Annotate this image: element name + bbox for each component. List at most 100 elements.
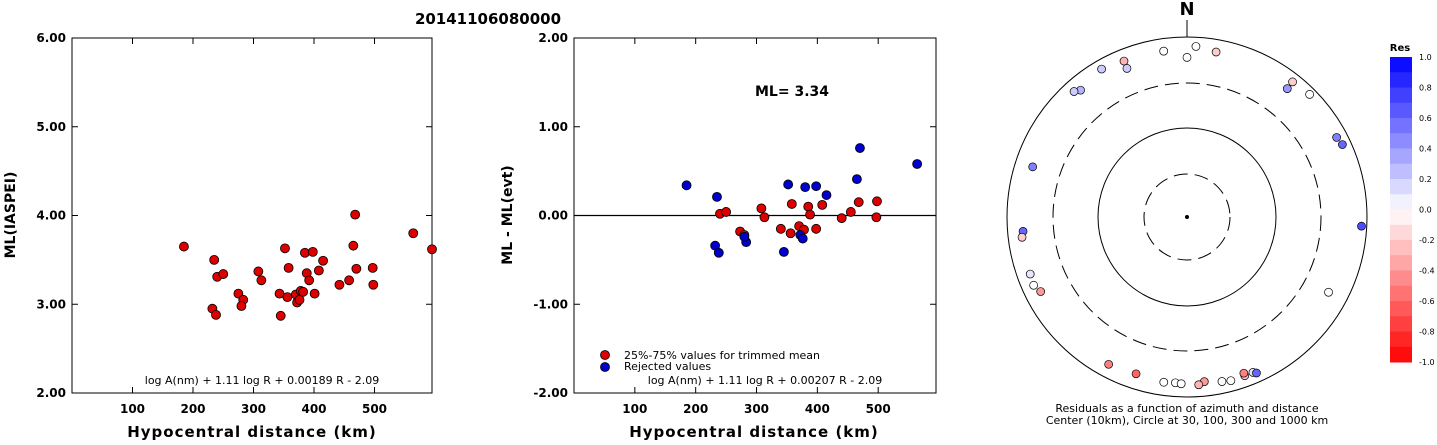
x-tick-label: 300 <box>744 402 769 416</box>
x-axis-label: Hypocentral distance (km) <box>629 423 879 441</box>
station-marker <box>1028 162 1038 172</box>
colorbar-swatch <box>1390 285 1412 302</box>
y-tick-label: 4.00 <box>36 209 66 223</box>
ring-100km <box>1097 127 1277 307</box>
center-dot <box>1185 215 1189 219</box>
data-point <box>309 288 320 299</box>
data-point <box>211 309 221 320</box>
y-axis-label: ML(IASPEI) <box>3 172 19 259</box>
x-tick-label: 500 <box>362 402 387 416</box>
ml-residual-panel: ML - ML(evt) Hypocentral distance (km) M… <box>500 31 937 441</box>
station-marker <box>1332 133 1341 142</box>
colorbar-swatch <box>1390 102 1412 119</box>
y-tick-label: 6.00 <box>36 31 66 45</box>
y-axis-label: ML - ML(evt) <box>500 165 516 264</box>
station-marker <box>1194 380 1204 390</box>
station-marker <box>1226 376 1236 386</box>
data-point <box>368 279 379 290</box>
station-marker <box>1357 221 1366 231</box>
data-point <box>344 275 355 286</box>
x-tick-label: 100 <box>120 402 145 416</box>
data-point <box>256 275 267 286</box>
data-point <box>852 174 862 185</box>
station-marker <box>1131 369 1141 379</box>
colorbar-swatch <box>1390 316 1412 332</box>
data-point <box>275 310 286 321</box>
station-marker <box>1239 368 1249 378</box>
station-marker <box>1069 87 1079 96</box>
station-marker <box>1097 64 1106 74</box>
legend-label-rejected: Rejected values <box>624 360 711 373</box>
station-marker <box>1252 368 1261 378</box>
station-marker <box>1305 90 1314 99</box>
station-marker <box>1025 269 1035 279</box>
data-point <box>298 286 309 297</box>
colorbar-label: 0.6 <box>1419 114 1432 123</box>
station-marker <box>1159 377 1169 387</box>
data-point <box>209 254 220 265</box>
colorbar-swatch <box>1390 163 1412 180</box>
residual-colorbar: Res 1.0 0.8 0.6 0.4 0.2 0.0 -0.2 -0.4 -0.6 -0.8 -1… <box>1390 43 1435 367</box>
data-point <box>307 246 318 257</box>
station-marker <box>1104 359 1114 369</box>
colorbar-label: 0.8 <box>1419 84 1432 93</box>
data-point <box>817 199 828 210</box>
x-tick-label: 400 <box>805 402 830 416</box>
colorbar-swatch <box>1390 179 1412 195</box>
station-marker <box>1288 77 1297 87</box>
legend-marker-trimmed <box>600 350 610 360</box>
y-tick-label: 5.00 <box>36 120 66 134</box>
colorbar-label: -0.2 <box>1419 236 1435 245</box>
station-marker <box>1176 379 1186 389</box>
data-point <box>712 191 722 202</box>
y-tick-label: -2.00 <box>533 386 568 400</box>
colorbar-title: Res <box>1390 43 1410 54</box>
ml-annotation: ML= 3.34 <box>755 84 829 100</box>
station-marker <box>1017 232 1027 242</box>
y-tick-label: 2.00 <box>538 31 568 45</box>
station-marker <box>1029 280 1039 290</box>
colorbar-swatch <box>1390 87 1412 104</box>
data-point <box>783 179 794 190</box>
ml-iaspei-panel: ML(IASPEI) Hypocentral distance (km) log… <box>3 31 437 441</box>
data-point <box>756 203 767 214</box>
data-point <box>786 199 797 209</box>
ring-1000km <box>1006 36 1368 398</box>
colorbar-label: -0.6 <box>1419 297 1435 306</box>
x-tick-label: 300 <box>241 402 266 416</box>
station-marker <box>1122 64 1132 73</box>
data-point <box>871 212 882 223</box>
data-point <box>367 262 378 273</box>
data-point <box>282 292 293 303</box>
data-point <box>811 223 822 234</box>
data-point <box>681 180 692 191</box>
data-point <box>855 143 865 153</box>
data-point <box>800 182 811 193</box>
x-tick-label: 500 <box>866 402 891 416</box>
station-marker <box>1119 56 1129 66</box>
x-tick-label: 200 <box>683 402 708 416</box>
colorbar-label: 1.0 <box>1419 53 1432 62</box>
station-marker <box>1282 84 1292 93</box>
y-tick-label: 3.00 <box>36 297 66 311</box>
colorbar-swatch <box>1390 331 1412 348</box>
data-point <box>253 266 264 277</box>
y-tick-label: -1.00 <box>533 297 568 311</box>
series-points <box>681 143 923 258</box>
x-tick-label: 100 <box>622 402 647 416</box>
caption-line-2: Center (10km), Circle at 30, 100, 300 an… <box>1046 414 1328 427</box>
ring-300km <box>1052 82 1322 352</box>
y-tick-label: 0.00 <box>538 209 568 223</box>
data-point <box>348 240 359 251</box>
x-tick-label: 200 <box>180 402 205 416</box>
data-point <box>334 279 345 290</box>
colorbar-swatch <box>1390 148 1412 165</box>
station-marker <box>1324 287 1333 297</box>
data-point <box>785 228 796 239</box>
data-point <box>775 223 786 234</box>
colorbar-label: -1.0 <box>1419 358 1435 367</box>
data-point <box>218 269 229 279</box>
colorbar-label: 0.0 <box>1419 206 1432 215</box>
colorbar-swatch <box>1390 194 1412 210</box>
